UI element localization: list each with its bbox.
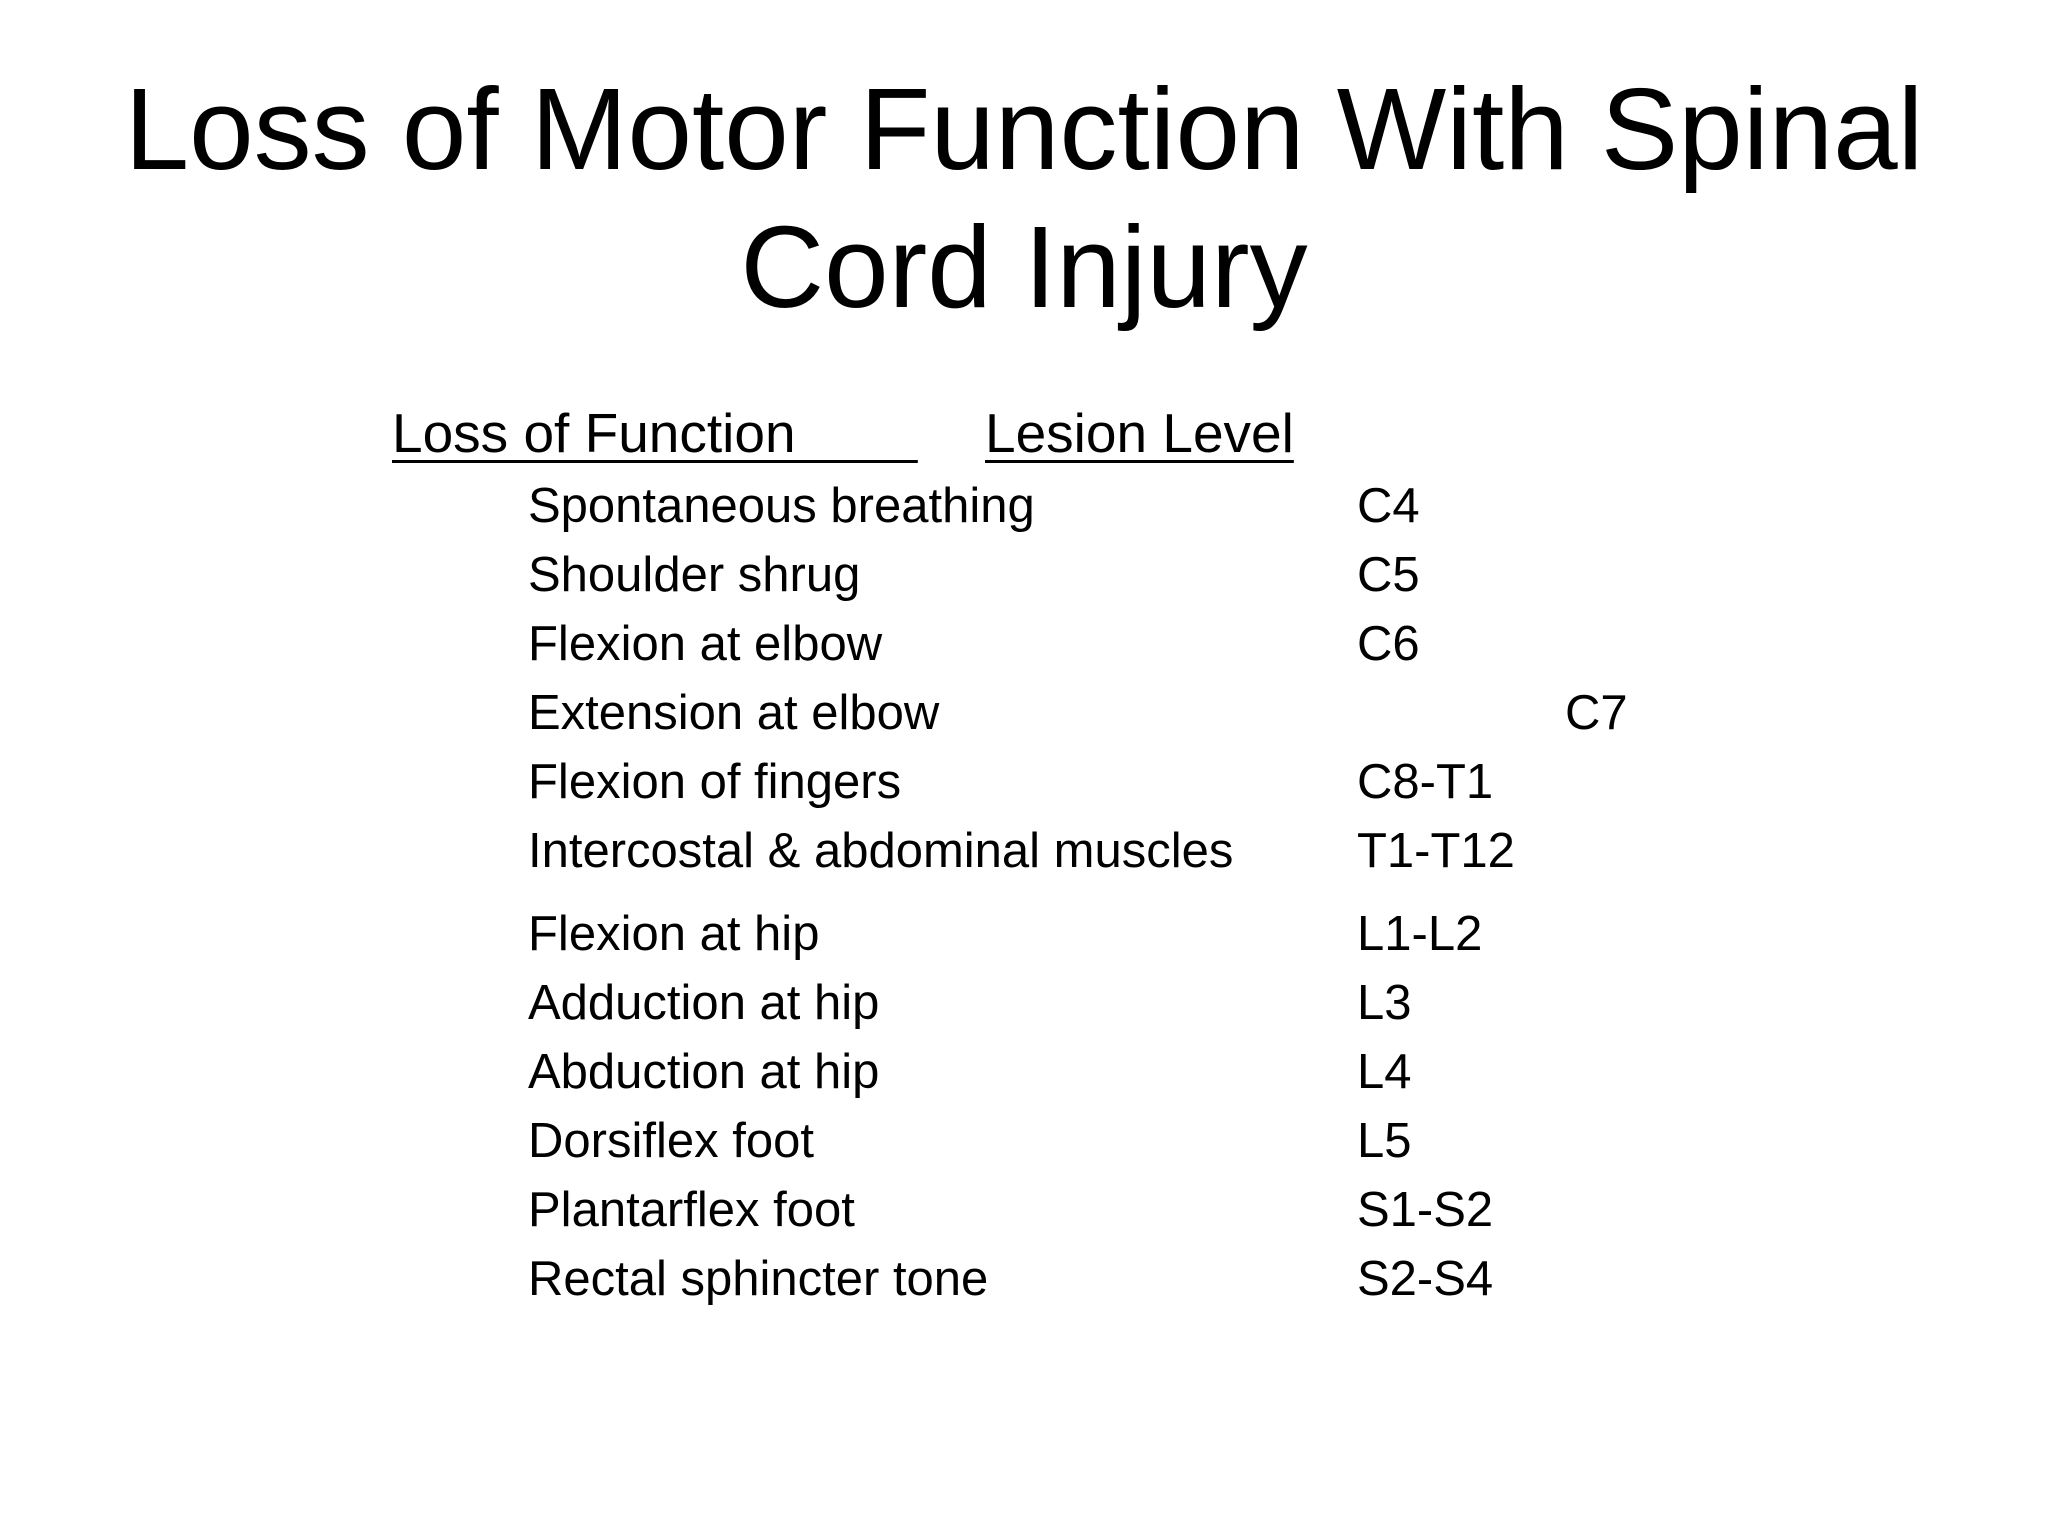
lesion-level: S1-S2 (1357, 1183, 1494, 1237)
lesion-level: L5 (1357, 1114, 1412, 1168)
title-line-2: Cord Injury (740, 202, 1308, 332)
slide-title: Loss of Motor Function With Spinal Cord … (0, 60, 2048, 336)
function-label: Abduction at hip (528, 1045, 880, 1099)
lesion-level: S2-S4 (1357, 1252, 1494, 1306)
function-label: Intercostal & abdominal muscles (528, 824, 1234, 878)
title-line-1: Loss of Motor Function With Spinal (124, 64, 1924, 194)
function-label: Extension at elbow (528, 686, 940, 740)
lesion-level: L1-L2 (1357, 907, 1483, 961)
lesion-level: L3 (1357, 976, 1412, 1030)
lesion-level: C8-T1 (1357, 755, 1494, 809)
function-label: Flexion at hip (528, 907, 820, 961)
function-label: Shoulder shrug (528, 548, 861, 602)
function-label: Dorsiflex foot (528, 1114, 814, 1168)
lesion-level: C6 (1357, 617, 1420, 671)
function-label: Adduction at hip (528, 976, 880, 1030)
lesion-level: T1-T12 (1357, 824, 1515, 878)
function-label: Plantarflex foot (528, 1183, 855, 1237)
lesion-level: C5 (1357, 548, 1420, 602)
function-label: Spontaneous breathing (528, 479, 1035, 533)
lesion-level: L4 (1357, 1045, 1412, 1099)
function-label: Flexion at elbow (528, 617, 883, 671)
column-header-loss-of-function: Loss of Function (392, 402, 918, 464)
lesion-level: C7 (1565, 686, 1628, 740)
lesion-level: C4 (1357, 479, 1420, 533)
function-label: Rectal sphincter tone (528, 1252, 989, 1306)
column-header-lesion-level: Lesion Level (985, 402, 1294, 464)
function-label: Flexion of fingers (528, 755, 902, 809)
